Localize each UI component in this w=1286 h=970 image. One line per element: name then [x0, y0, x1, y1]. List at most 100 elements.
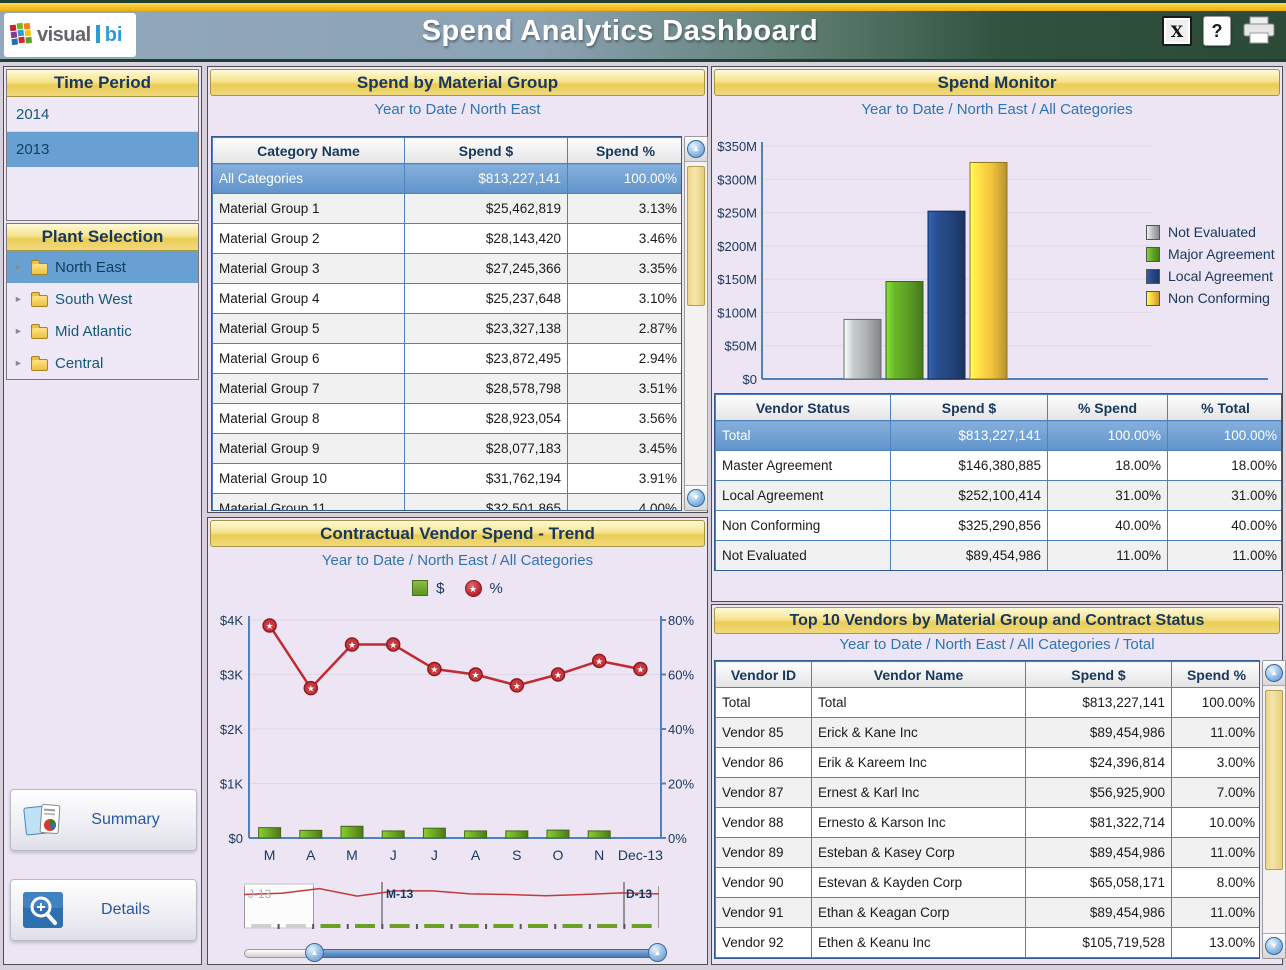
trend-marker-4[interactable] — [427, 661, 442, 677]
trend-marker-3[interactable] — [385, 637, 401, 652]
table-cell: $89,454,986 — [890, 540, 1048, 570]
scroll-down-button[interactable]: ▼ — [1263, 933, 1285, 958]
table-cell: $105,719,528 — [1025, 927, 1172, 958]
details-button[interactable]: Details — [10, 879, 197, 941]
plant-tree-item[interactable]: ► Mid Atlantic — [7, 315, 198, 347]
trend-marker-0[interactable] — [262, 618, 277, 633]
legend-item: ★% — [464, 579, 503, 597]
table-row[interactable]: Not Evaluated $89,454,986 11.00% 11.00% — [715, 540, 1281, 570]
print-button[interactable] — [1242, 16, 1276, 46]
svg-text:20%: 20% — [668, 777, 694, 792]
svg-text:$250M: $250M — [717, 206, 757, 221]
visualbi-logo: visual bi — [4, 13, 136, 57]
trend-marker-1[interactable] — [303, 680, 319, 696]
table-row[interactable]: Non Conforming $325,290,856 40.00% 40.00% — [715, 510, 1281, 541]
table-row[interactable]: Material Group 8 $28,923,054 3.56% — [212, 403, 681, 434]
table-row[interactable]: Material Group 3 $27,245,366 3.35% — [212, 253, 681, 284]
column-header: Spend $ — [404, 137, 568, 164]
scroll-thumb[interactable] — [1265, 690, 1283, 870]
table-row[interactable]: Vendor 89 Esteban & Kasey Corp $89,454,986… — [715, 837, 1259, 868]
table-row[interactable]: Vendor 88 Ernesto & Karson Inc $81,322,714… — [715, 807, 1259, 838]
table-row[interactable]: Material Group 9 $28,077,183 3.45% — [212, 433, 681, 464]
monitor-bar-3[interactable] — [969, 161, 1008, 380]
svg-text:60%: 60% — [668, 668, 694, 683]
table-row[interactable]: Vendor 86 Erik & Kareem Inc $24,396,814 3.0… — [715, 747, 1259, 778]
table-cell: $28,077,183 — [404, 433, 568, 464]
trend-bar-2[interactable] — [340, 825, 364, 839]
table-cell: Ethan & Keagan Corp — [811, 897, 1026, 928]
legend-label: Major Agreement — [1168, 246, 1275, 262]
trend-marker-8[interactable] — [591, 653, 607, 669]
trend-marker-5[interactable] — [468, 667, 483, 682]
table-row[interactable]: Material Group 11 $32,501,865 4.00% — [212, 493, 681, 510]
slider-handle-right[interactable]: ▲ — [648, 943, 667, 962]
trend-bar-4[interactable] — [422, 827, 446, 839]
table-row[interactable]: Vendor 87 Ernest & Karl Inc $56,925,900 7.0… — [715, 777, 1259, 808]
trend-marker-2[interactable] — [344, 637, 360, 652]
table-row[interactable]: Master Agreement $146,380,885 18.00% 18.00% — [715, 450, 1281, 481]
trend-legend: $ ★% — [208, 576, 707, 600]
tree-expand-icon[interactable]: ► — [14, 294, 23, 304]
top-vendors-scrollbar[interactable]: ▲ ▼ — [1262, 660, 1286, 959]
table-row[interactable]: Total $813,227,141 100.00% 100.00% — [715, 420, 1281, 451]
table-cell: $146,380,885 — [890, 450, 1048, 481]
summary-button[interactable]: Summary — [10, 789, 197, 851]
trend-marker-7[interactable] — [550, 667, 566, 682]
legend-label: Local Agreement — [1168, 268, 1274, 284]
trend-bar-8[interactable] — [587, 830, 611, 839]
tree-expand-icon[interactable]: ► — [14, 326, 23, 336]
tree-expand-icon[interactable]: ► — [14, 358, 23, 368]
scroll-thumb[interactable] — [687, 166, 705, 306]
monitor-bar-1[interactable] — [885, 281, 924, 380]
time-period-list: 2014 2013 — [7, 97, 198, 167]
table-row[interactable]: Material Group 10 $31,762,194 3.91% — [212, 463, 681, 494]
plant-tree-item[interactable]: ► South West — [7, 283, 198, 315]
scroll-down-icon: ▼ — [1265, 937, 1283, 955]
trend-bar-0[interactable] — [258, 827, 282, 839]
table-row[interactable]: Vendor 90 Estevan & Kayden Corp $65,058,17… — [715, 867, 1259, 898]
trend-bar-3[interactable] — [381, 830, 405, 839]
table-cell: $28,143,420 — [404, 223, 568, 254]
table-cell: 40.00% — [1047, 510, 1168, 541]
trend-marker-9[interactable] — [633, 661, 648, 677]
table-row[interactable]: Vendor 85 Erick & Kane Inc $89,454,986 11.0… — [715, 717, 1259, 748]
slider-track-unselected[interactable] — [244, 949, 314, 958]
table-row[interactable]: Material Group 5 $23,327,138 2.87% — [212, 313, 681, 344]
plant-tree-item[interactable]: ► North East — [7, 251, 198, 283]
trend-bar-5[interactable] — [464, 830, 488, 839]
help-button[interactable]: ? — [1203, 16, 1231, 46]
trend-minimap[interactable]: J-13 M-13 D-13 — [244, 880, 660, 938]
export-excel-button[interactable]: X — [1162, 16, 1192, 46]
table-row[interactable]: Material Group 6 $23,872,495 2.94% — [212, 343, 681, 374]
scroll-down-button[interactable]: ▼ — [685, 485, 707, 510]
trend-bar-6[interactable] — [505, 830, 529, 839]
plant-tree-item[interactable]: ► Central — [7, 347, 198, 379]
monitor-bar-2[interactable] — [927, 210, 966, 380]
trend-bar-1[interactable] — [299, 829, 323, 839]
slider-track-selected[interactable] — [314, 949, 659, 958]
table-row[interactable]: Local Agreement $252,100,414 31.00% 31.00% — [715, 480, 1281, 511]
table-row[interactable]: Total Total $813,227,141 100.00% — [715, 687, 1259, 718]
table-row[interactable]: Material Group 1 $25,462,819 3.13% — [212, 193, 681, 224]
svg-text:80%: 80% — [668, 613, 694, 628]
trend-bar-7[interactable] — [546, 829, 570, 839]
monitor-bar-0[interactable] — [843, 318, 882, 380]
legend-label: Non Conforming — [1168, 290, 1270, 306]
table-row[interactable]: Material Group 2 $28,143,420 3.46% — [212, 223, 681, 254]
svg-text:J: J — [390, 847, 397, 863]
scroll-up-button[interactable]: ▲ — [685, 137, 707, 162]
app-header: visual bi Spend Analytics Dashboard X ? — [0, 0, 1286, 62]
tree-expand-icon[interactable]: ► — [14, 262, 23, 272]
svg-text:M: M — [264, 847, 276, 863]
material-group-scrollbar[interactable]: ▲ ▼ — [684, 136, 708, 511]
time-period-item[interactable]: 2013 — [7, 132, 198, 167]
slider-handle-left[interactable]: ▲ — [305, 943, 324, 962]
table-row[interactable]: Vendor 91 Ethan & Keagan Corp $89,454,986 1… — [715, 897, 1259, 928]
table-row[interactable]: Material Group 4 $25,237,648 3.10% — [212, 283, 681, 314]
time-period-item[interactable]: 2014 — [7, 97, 198, 132]
table-row[interactable]: Material Group 7 $28,578,798 3.51% — [212, 373, 681, 404]
trend-marker-6[interactable] — [509, 678, 525, 693]
table-row[interactable]: All Categories $813,227,141 100.00% — [212, 163, 681, 194]
scroll-up-button[interactable]: ▲ — [1263, 661, 1285, 686]
table-row[interactable]: Vendor 92 Ethen & Keanu Inc $105,719,528 13… — [715, 927, 1259, 958]
